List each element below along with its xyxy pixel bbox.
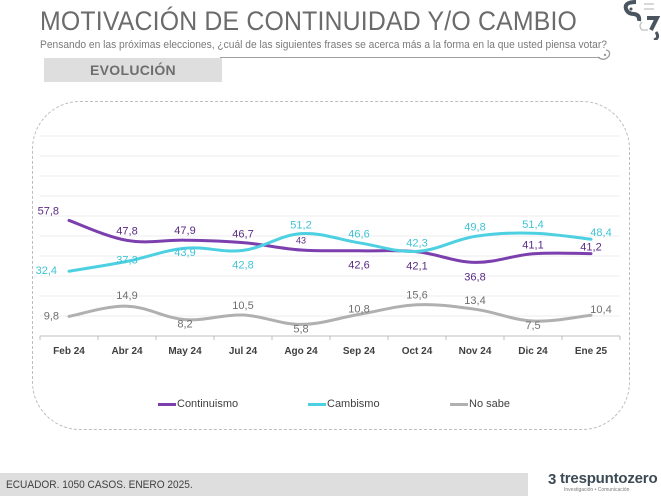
legend-label-cambismo: Cambismo [327, 398, 380, 410]
footer-note: ECUADOR. 1050 CASOS. ENERO 2025. [6, 478, 193, 491]
legend-label-no-sabe: No sabe [469, 398, 510, 410]
data-label-continuismo: 47,8 [116, 225, 137, 237]
x-tick-label: Oct 24 [402, 346, 433, 357]
data-label-no-sabe: 7,5 [525, 320, 540, 332]
data-label-cambismo: 32,4 [36, 265, 57, 277]
brand-name: trespuntozero [560, 470, 658, 487]
swirl-ornament-icon [597, 49, 611, 60]
question-subtitle: Pensando en las próximas elecciones, ¿cu… [40, 39, 607, 51]
data-label-no-sabe: 10,8 [348, 303, 369, 315]
page-title: MOTIVACIÓN DE CONTINUIDAD Y/O CAMBIO [40, 6, 578, 36]
data-label-continuismo: 41,1 [522, 240, 543, 252]
data-label-cambismo: 49,8 [464, 221, 485, 233]
data-label-continuismo: 42,1 [406, 261, 427, 273]
x-tick-label: Sep 24 [343, 346, 376, 357]
legend-swatch-cambismo [308, 402, 326, 406]
data-label-continuismo: 46,7 [232, 229, 253, 241]
data-label-continuismo: 47,9 [174, 225, 195, 237]
data-label-no-sabe: 10,5 [232, 300, 253, 312]
x-tick-label: Ene 25 [575, 346, 608, 357]
brand-corner-logo-icon [623, 0, 661, 40]
legend-swatch-no-sabe [450, 402, 468, 406]
data-label-cambismo: 42,3 [406, 237, 427, 249]
data-label-continuismo: 36,8 [464, 271, 485, 283]
x-tick-label: Jul 24 [229, 346, 258, 357]
data-label-continuismo: 41,2 [580, 242, 601, 254]
data-label-no-sabe: 15,6 [406, 290, 427, 302]
data-label-cambismo: 37,3 [116, 254, 137, 266]
data-label-continuismo: 42,6 [348, 260, 369, 272]
legend-swatch-continuismo [158, 402, 176, 406]
footer-bar: ECUADOR. 1050 CASOS. ENERO 2025. [0, 473, 528, 496]
data-label-continuismo: 57,8 [38, 205, 59, 217]
data-label-no-sabe: 8,2 [177, 319, 192, 331]
data-label-continuismo: 43 [296, 235, 306, 245]
data-labels: 57,8 47,8 47,9 46,7 43 42,6 42,1 36,8 41,1 41,2 32… [36, 205, 612, 335]
legend-item-cambismo: Cambismo [308, 398, 380, 410]
x-tick-label: Abr 24 [111, 346, 143, 357]
header-divider [220, 57, 600, 58]
data-label-no-sabe: 9,8 [44, 310, 59, 322]
chart-legend: Continuismo Cambismo No sabe [0, 398, 661, 412]
section-label: EVOLUCIÓN [44, 58, 222, 82]
x-tick-label: May 24 [168, 346, 202, 357]
section-label-text: EVOLUCIÓN [90, 62, 176, 78]
series-line-continuismo [67, 218, 593, 264]
x-tick-label: Nov 24 [459, 346, 492, 357]
x-tick-label: Dic 24 [518, 346, 548, 357]
data-label-cambismo: 48,4 [590, 227, 611, 239]
data-label-cambismo: 42,8 [232, 259, 253, 271]
data-label-cambismo: 51,4 [522, 219, 543, 231]
legend-item-continuismo: Continuismo [158, 398, 238, 410]
data-label-cambismo: 46,6 [348, 229, 369, 241]
x-axis: Feb 24 Abr 24 May 24 Jul 24 Ago 24 Sep 24 Oct … [39, 335, 621, 357]
brand-tagline: Investigación • Comunicación [564, 487, 630, 493]
chart-frame [32, 101, 630, 430]
data-label-cambismo: 51,2 [290, 220, 311, 232]
gridlines [40, 135, 620, 317]
x-tick-label: Feb 24 [53, 346, 85, 357]
series-line-cambismo [67, 231, 593, 273]
series-lines [67, 218, 593, 326]
legend-label-continuismo: Continuismo [177, 398, 239, 410]
data-label-no-sabe: 10,4 [590, 304, 611, 316]
data-label-no-sabe: 5,8 [293, 323, 308, 335]
data-label-no-sabe: 13,4 [464, 295, 485, 307]
legend-item-no-sabe: No sabe [450, 398, 510, 410]
brand-mark-icon: 3 [548, 471, 557, 488]
data-label-no-sabe: 14,9 [116, 290, 137, 302]
x-tick-label: Ago 24 [284, 346, 318, 357]
series-line-no-sabe [67, 303, 593, 326]
data-label-cambismo: 43,9 [174, 247, 195, 259]
